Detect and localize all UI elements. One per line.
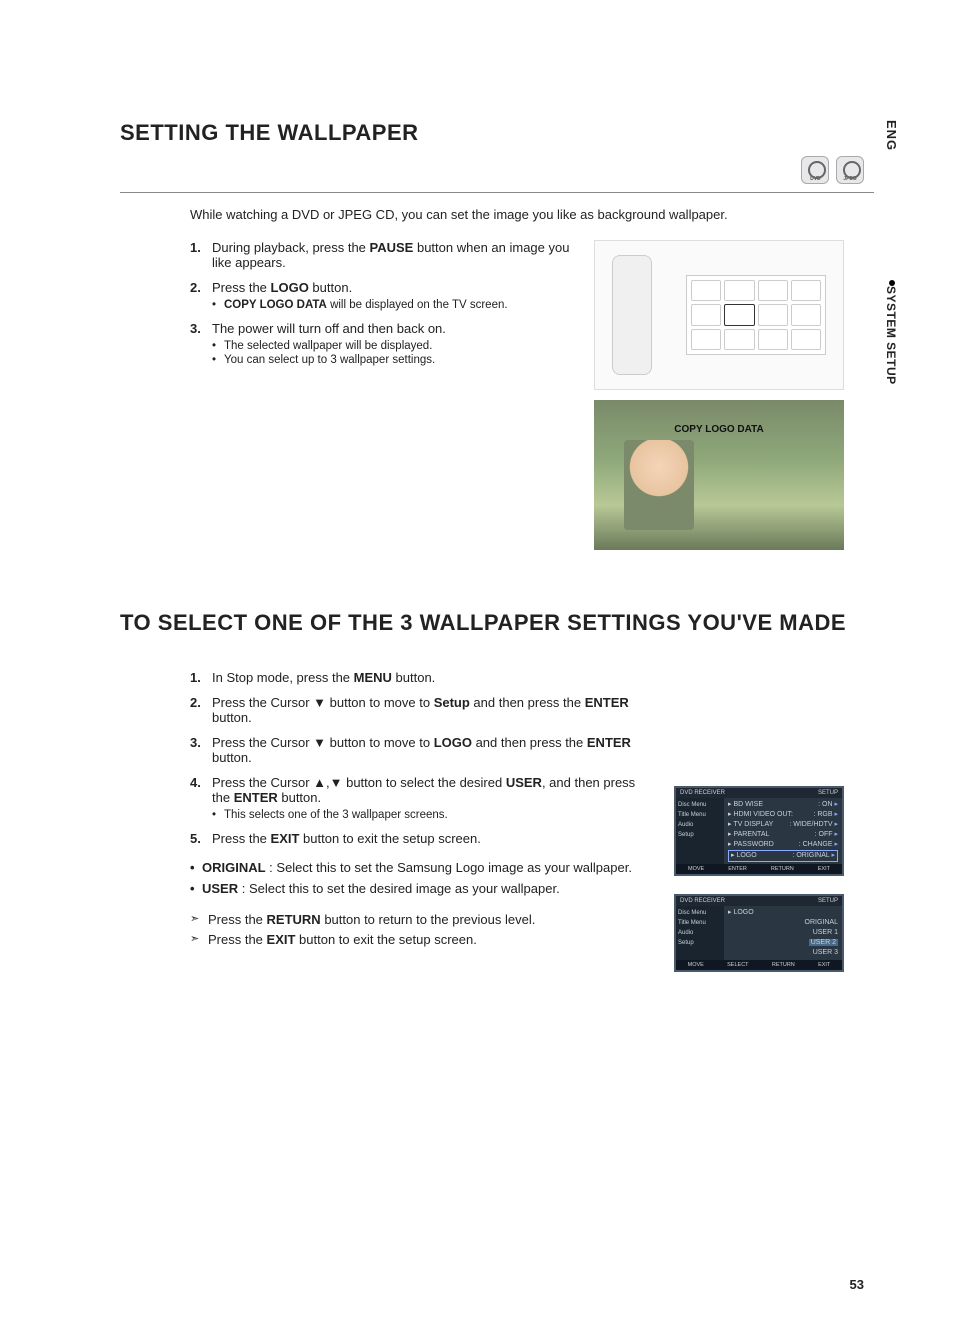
osd-setup-menu: DVD RECEIVERSETUP Disc Menu Title Menu A… [674, 786, 844, 876]
wallpaper-preview: COPY LOGO DATA [594, 400, 844, 550]
osd-logo-menu: DVD RECEIVERSETUP Disc Menu Title Menu A… [674, 894, 844, 972]
page-number: 53 [850, 1277, 864, 1292]
remote-icon [612, 255, 652, 375]
section1-intro: While watching a DVD or JPEG CD, you can… [190, 207, 844, 222]
section2-title: TO SELECT ONE OF THE 3 WALLPAPER SETTING… [120, 610, 874, 636]
divider [120, 192, 874, 193]
logo-button-highlight [724, 304, 754, 325]
section2-steps: 1.In Stop mode, press the MENU button. 2… [190, 670, 644, 846]
section1-steps: 1. During playback, press the PAUSE butt… [190, 240, 574, 366]
remote-panel [686, 275, 826, 355]
definitions: ORIGINAL : Select this to set the Samsun… [190, 860, 644, 896]
dvd-disc-icon: DVD [801, 156, 829, 184]
notes: Press the RETURN button to return to the… [190, 912, 644, 947]
copy-logo-overlay: COPY LOGO DATA [674, 424, 763, 435]
section-tab: SYSTEM SETUP [884, 280, 899, 385]
jpeg-disc-icon: JPEG [836, 156, 864, 184]
remote-diagram [594, 240, 844, 390]
section1-title: SETTING THE WALLPAPER [120, 120, 874, 146]
disc-icons: DVD JPEG [120, 156, 874, 184]
lang-tab: ENG [883, 120, 899, 151]
